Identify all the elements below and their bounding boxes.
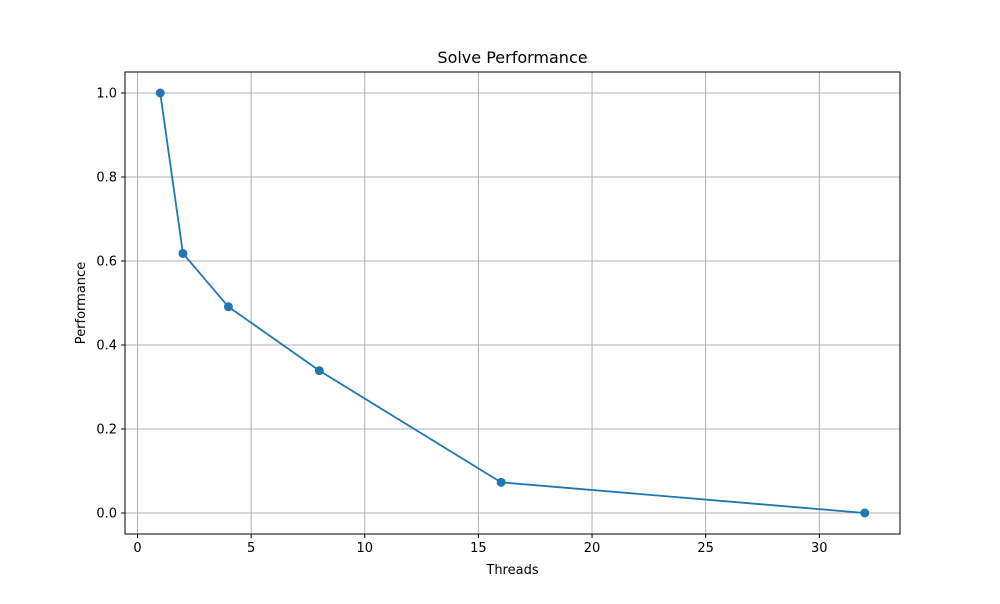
axis-ticks: 0 5 10 15 20 25 30 0.0 0.2 0.4 0.6 0.8 1.0	[96, 87, 827, 557]
series-layer	[155, 88, 870, 518]
grid	[125, 72, 900, 534]
x-tick-label: 10	[356, 541, 373, 556]
x-tick-label: 20	[584, 541, 601, 556]
y-tick-label: 0.8	[96, 171, 117, 186]
chart-title: Solve Performance	[437, 48, 587, 67]
y-axis-label: Performance	[74, 262, 89, 344]
data-point	[178, 248, 188, 258]
y-tick-label: 0.4	[96, 339, 117, 354]
x-tick-label: 30	[811, 541, 828, 556]
y-tick-label: 0.0	[96, 507, 117, 522]
y-tick-label: 0.2	[96, 423, 117, 438]
data-point	[314, 366, 324, 376]
data-point	[223, 302, 233, 312]
series-line	[159, 92, 865, 514]
x-tick-label: 0	[133, 541, 141, 556]
x-tick-label: 15	[470, 541, 487, 556]
data-point	[496, 477, 506, 487]
plot-area-frame	[124, 71, 901, 535]
x-axis-label: Threads	[485, 563, 538, 578]
data-point	[155, 88, 165, 98]
y-tick-label: 1.0	[96, 87, 117, 102]
x-tick-label: 5	[247, 541, 255, 556]
data-point	[860, 508, 870, 518]
y-tick-label: 0.6	[96, 255, 117, 270]
x-tick-label: 25	[697, 541, 714, 556]
